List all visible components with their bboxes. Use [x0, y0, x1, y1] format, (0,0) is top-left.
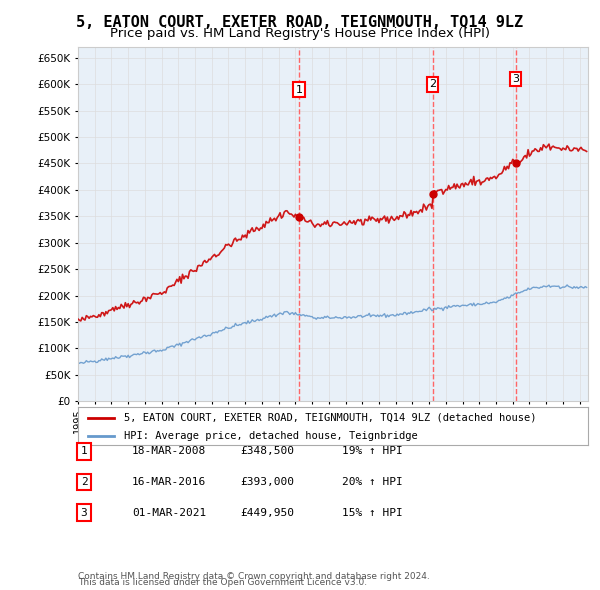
Text: 3: 3 [512, 74, 519, 84]
Text: 3: 3 [80, 508, 88, 517]
Text: HPI: Average price, detached house, Teignbridge: HPI: Average price, detached house, Teig… [124, 431, 418, 441]
Text: 18-MAR-2008: 18-MAR-2008 [132, 447, 206, 456]
Text: 1: 1 [80, 447, 88, 456]
Text: 1: 1 [295, 85, 302, 94]
Text: £393,000: £393,000 [240, 477, 294, 487]
Text: Contains HM Land Registry data © Crown copyright and database right 2024.: Contains HM Land Registry data © Crown c… [78, 572, 430, 581]
Text: 2: 2 [429, 80, 436, 90]
Text: 5, EATON COURT, EXETER ROAD, TEIGNMOUTH, TQ14 9LZ: 5, EATON COURT, EXETER ROAD, TEIGNMOUTH,… [76, 15, 524, 30]
Text: This data is licensed under the Open Government Licence v3.0.: This data is licensed under the Open Gov… [78, 578, 367, 587]
Text: £348,500: £348,500 [240, 447, 294, 456]
Text: 19% ↑ HPI: 19% ↑ HPI [342, 447, 403, 456]
Text: 15% ↑ HPI: 15% ↑ HPI [342, 508, 403, 517]
Text: Price paid vs. HM Land Registry's House Price Index (HPI): Price paid vs. HM Land Registry's House … [110, 27, 490, 40]
Text: 20% ↑ HPI: 20% ↑ HPI [342, 477, 403, 487]
Text: 01-MAR-2021: 01-MAR-2021 [132, 508, 206, 517]
Text: 2: 2 [80, 477, 88, 487]
Text: 5, EATON COURT, EXETER ROAD, TEIGNMOUTH, TQ14 9LZ (detached house): 5, EATON COURT, EXETER ROAD, TEIGNMOUTH,… [124, 413, 536, 423]
Text: £449,950: £449,950 [240, 508, 294, 517]
Text: 16-MAR-2016: 16-MAR-2016 [132, 477, 206, 487]
